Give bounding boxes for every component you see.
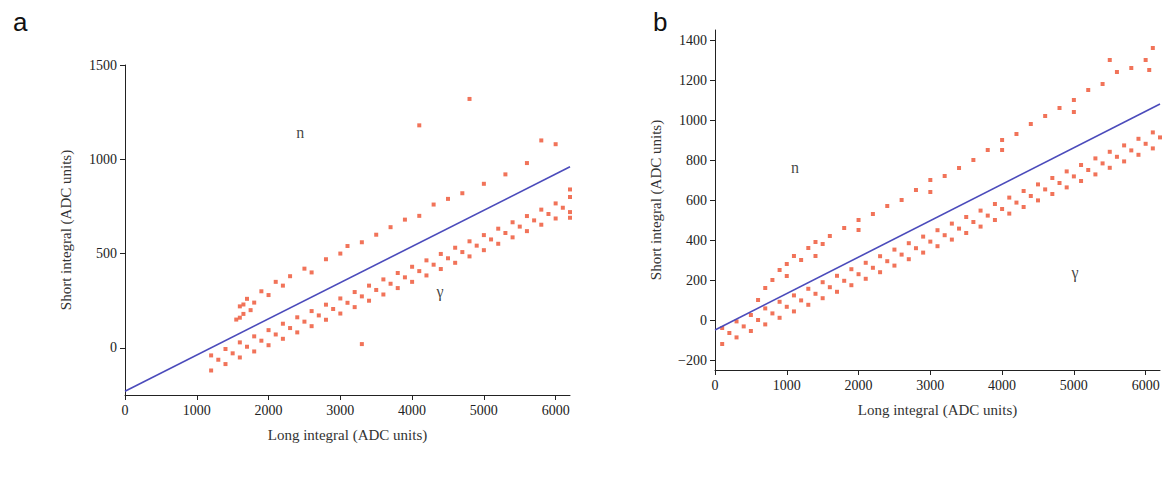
svg-text:1000: 1000 — [183, 403, 211, 418]
svg-text:γ: γ — [436, 283, 444, 301]
svg-text:5000: 5000 — [1060, 378, 1088, 393]
svg-text:6000: 6000 — [542, 403, 570, 418]
svg-text:n: n — [296, 124, 304, 141]
svg-text:2000: 2000 — [255, 403, 283, 418]
svg-text:b: b — [653, 7, 667, 37]
svg-text:200: 200 — [686, 273, 707, 288]
svg-text:a: a — [13, 7, 28, 37]
svg-text:Long integral (ADC units): Long integral (ADC units) — [268, 427, 428, 444]
svg-text:1000: 1000 — [679, 113, 707, 128]
svg-text:800: 800 — [686, 153, 707, 168]
svg-text:Short integral (ADC units): Short integral (ADC units) — [58, 150, 75, 310]
svg-text:1000: 1000 — [773, 378, 801, 393]
svg-text:0: 0 — [110, 340, 117, 355]
svg-text:3000: 3000 — [326, 403, 354, 418]
svg-text:0: 0 — [712, 378, 719, 393]
svg-text:Short integral (ADC units): Short integral (ADC units) — [648, 120, 665, 280]
svg-text:500: 500 — [96, 246, 117, 261]
svg-text:6000: 6000 — [1132, 378, 1160, 393]
svg-text:1400: 1400 — [679, 33, 707, 48]
svg-text:5000: 5000 — [470, 403, 498, 418]
svg-text:−200: −200 — [678, 353, 707, 368]
svg-text:1200: 1200 — [679, 73, 707, 88]
svg-text:1000: 1000 — [89, 152, 117, 167]
svg-text:γ: γ — [1070, 264, 1078, 282]
svg-text:600: 600 — [686, 193, 707, 208]
svg-text:2000: 2000 — [845, 378, 873, 393]
svg-text:3000: 3000 — [916, 378, 944, 393]
svg-text:0: 0 — [700, 313, 707, 328]
svg-text:n: n — [791, 159, 799, 176]
svg-text:4000: 4000 — [398, 403, 426, 418]
svg-text:0: 0 — [122, 403, 129, 418]
svg-text:400: 400 — [686, 233, 707, 248]
svg-text:1500: 1500 — [89, 58, 117, 73]
svg-text:4000: 4000 — [988, 378, 1016, 393]
svg-text:Long integral (ADC units): Long integral (ADC units) — [858, 402, 1018, 419]
